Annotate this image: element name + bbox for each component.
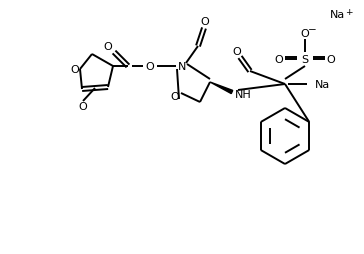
Text: O: O [104, 42, 112, 52]
Text: +: + [345, 7, 352, 17]
Text: O: O [171, 92, 179, 102]
Text: O: O [301, 29, 309, 39]
Text: O: O [79, 102, 87, 112]
Text: −: − [308, 25, 316, 35]
Text: O: O [327, 55, 335, 65]
Text: N: N [178, 62, 186, 72]
Text: NH: NH [235, 90, 252, 100]
Text: O: O [71, 65, 79, 75]
Text: Na: Na [315, 80, 330, 90]
Text: O: O [146, 62, 154, 72]
Polygon shape [210, 83, 233, 94]
Text: O: O [201, 17, 209, 27]
Text: Na: Na [330, 10, 345, 20]
Text: O: O [233, 47, 241, 57]
Text: S: S [301, 55, 309, 65]
Text: O: O [274, 55, 284, 65]
